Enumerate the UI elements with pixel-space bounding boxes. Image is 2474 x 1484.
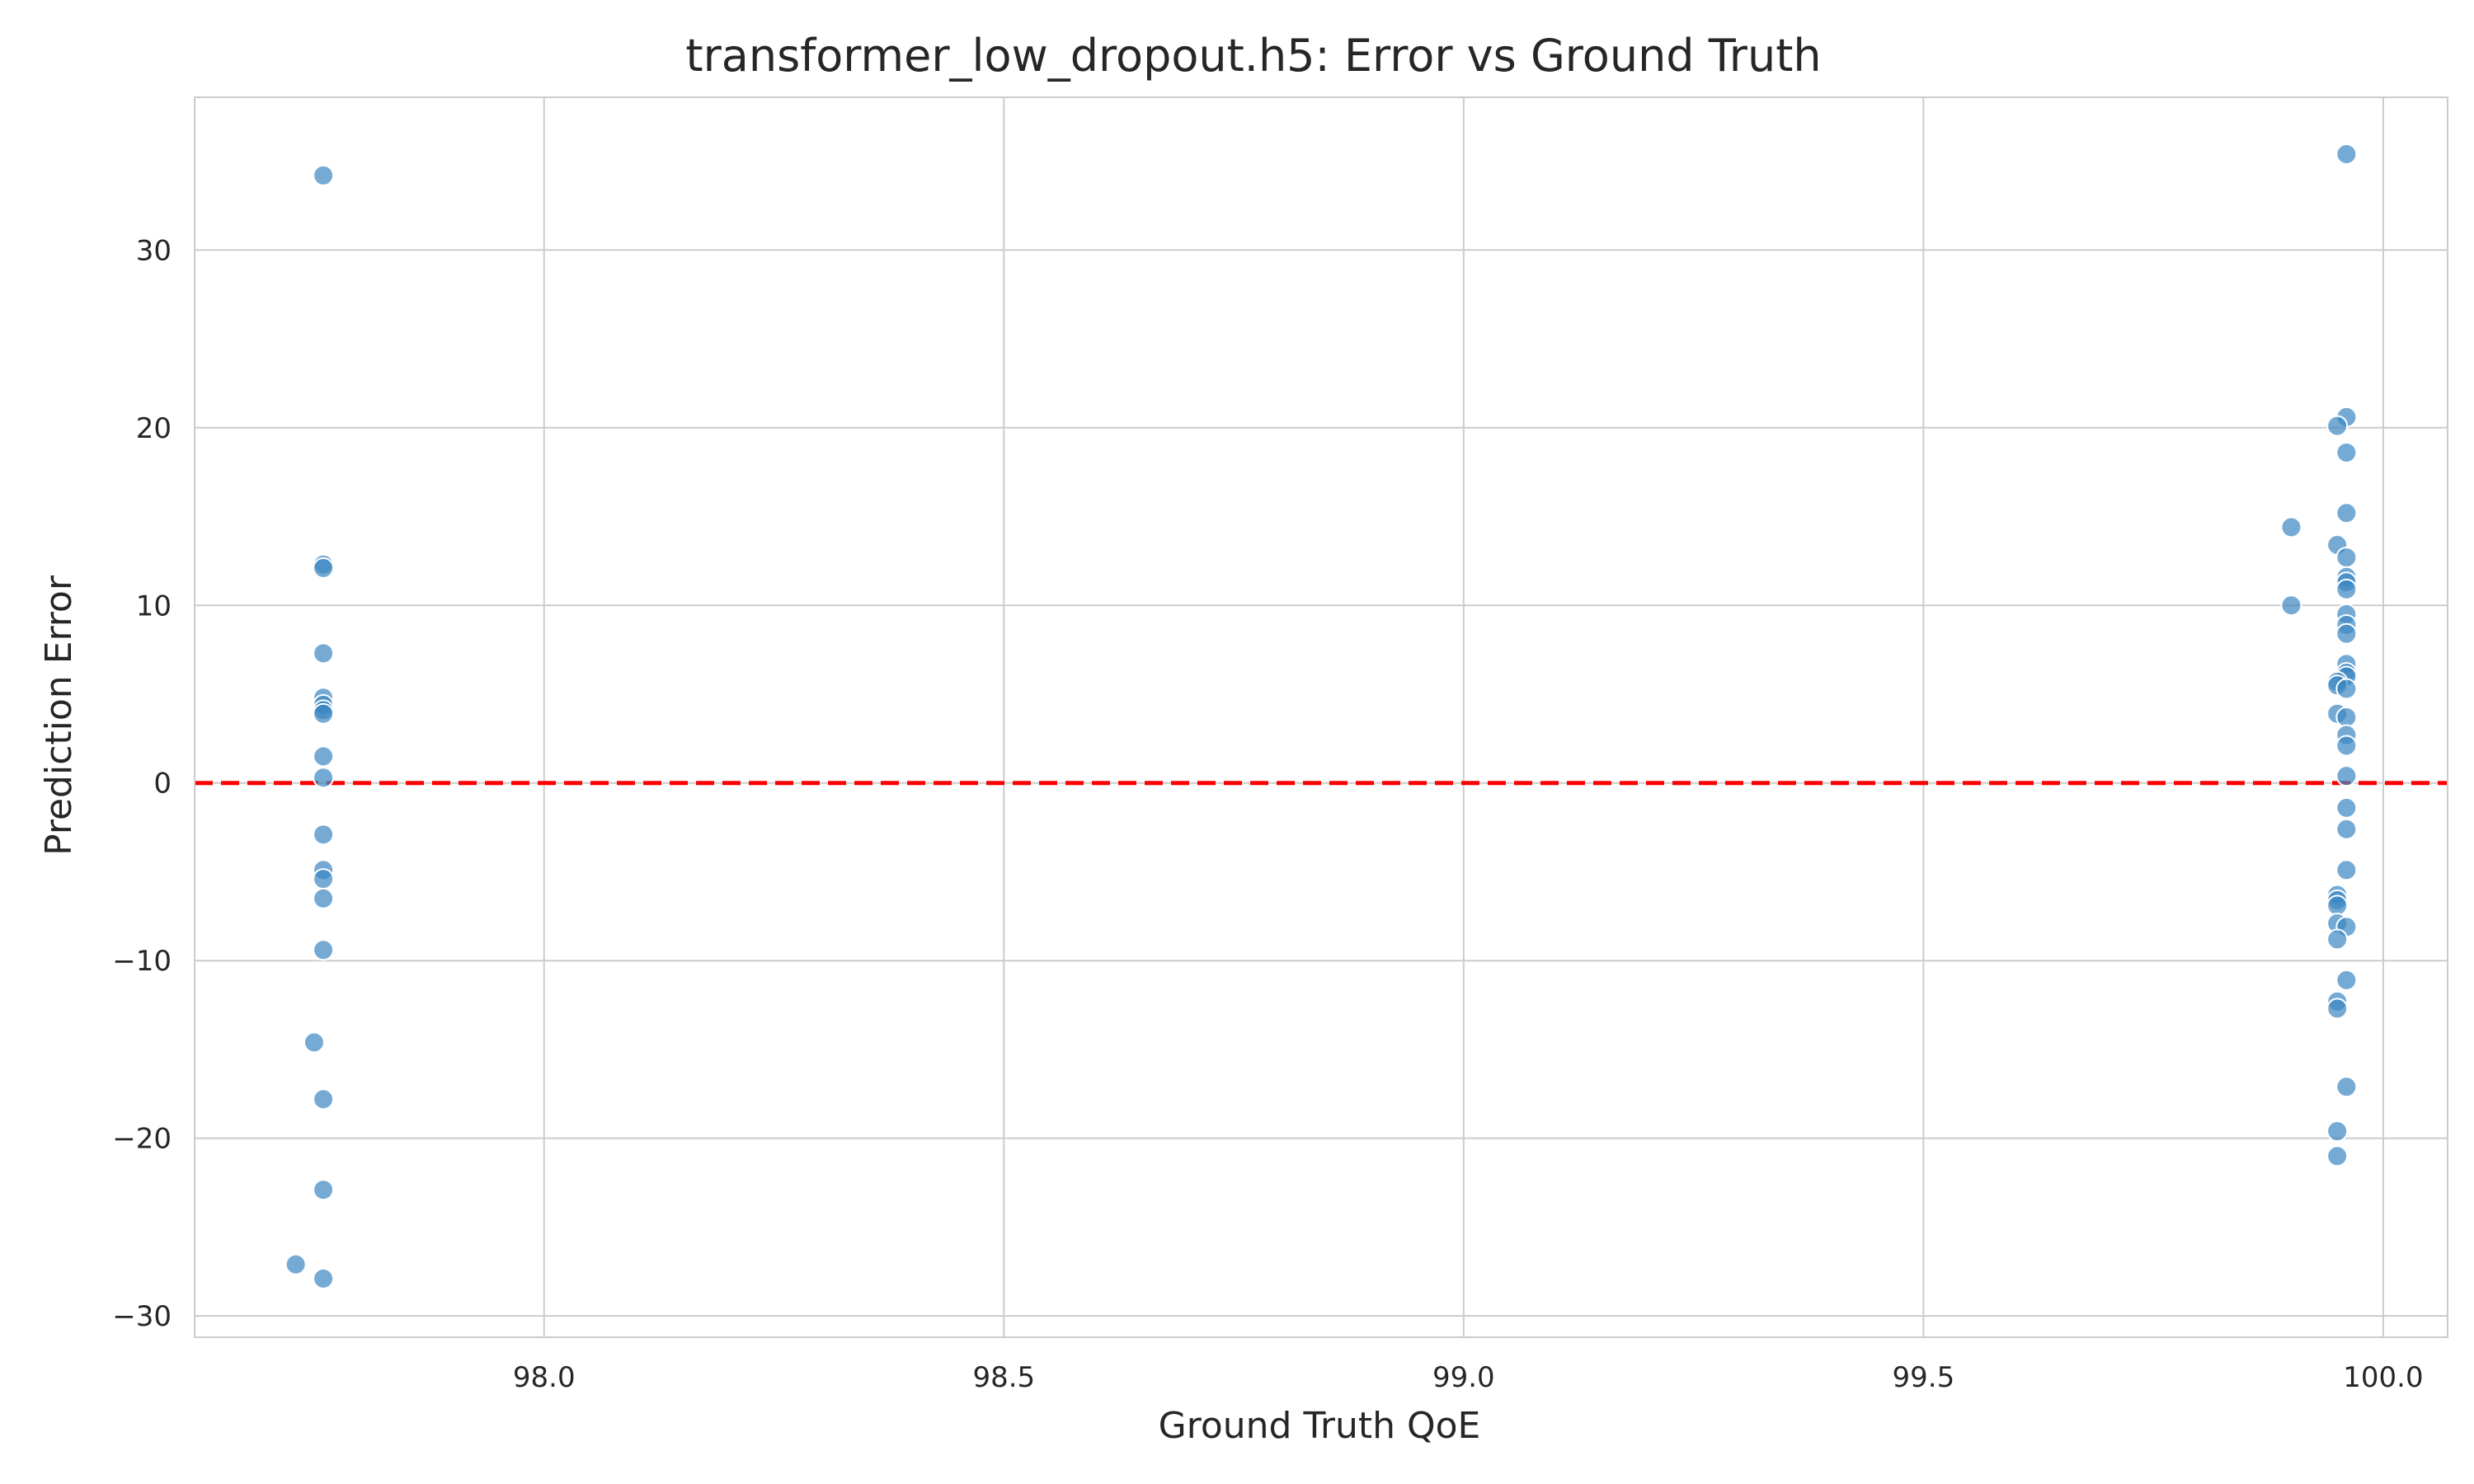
data-point <box>2335 818 2358 840</box>
data-point <box>2280 516 2302 538</box>
data-point <box>2335 796 2358 819</box>
x-tick-label: 100.0 <box>2343 1361 2423 1394</box>
data-point <box>2335 502 2358 524</box>
data-point <box>313 939 335 961</box>
data-point <box>2326 1120 2349 1143</box>
data-point <box>2335 859 2358 881</box>
data-point <box>2326 415 2349 437</box>
tick-labels: 98.0 98.5 99.0 99.5 100.0 −30 −20 −10 0 10 20 30 <box>112 234 2423 1394</box>
data-point <box>313 767 335 789</box>
y-tick-label: −10 <box>112 945 172 978</box>
data-point <box>2335 1076 2358 1098</box>
data-point <box>285 1253 307 1275</box>
data-point <box>313 1088 335 1111</box>
y-tick-label: 20 <box>136 412 172 445</box>
data-point <box>313 745 335 768</box>
data-point <box>2335 578 2358 600</box>
data-point <box>2326 928 2349 951</box>
data-point <box>2335 622 2358 645</box>
x-tick-label: 98.5 <box>972 1361 1035 1394</box>
data-points <box>285 143 2358 1289</box>
grid-lines <box>195 97 2448 1337</box>
y-tick-label: 10 <box>136 589 172 622</box>
data-point <box>313 1179 335 1201</box>
data-point <box>313 1267 335 1289</box>
data-point <box>313 887 335 909</box>
x-tick-label: 98.0 <box>513 1361 576 1394</box>
data-point <box>2280 594 2302 617</box>
data-point <box>313 164 335 186</box>
y-tick-label: 30 <box>136 234 172 267</box>
data-point <box>2326 895 2349 917</box>
data-point <box>313 642 335 665</box>
chart-title: transformer_low_dropout.h5: Error vs Gro… <box>685 30 1821 82</box>
data-point <box>313 702 335 725</box>
y-tick-label: −30 <box>112 1300 172 1333</box>
data-point <box>2335 735 2358 757</box>
data-point <box>2335 707 2358 728</box>
data-point <box>313 557 335 580</box>
x-axis-label: Ground Truth QoE <box>1159 1405 1481 1447</box>
data-point <box>2335 969 2358 991</box>
data-point <box>2335 143 2358 165</box>
data-point <box>2326 1145 2349 1167</box>
data-point <box>2335 765 2358 787</box>
y-axis-label: Prediction Error <box>38 575 80 856</box>
data-point <box>2326 998 2349 1020</box>
x-tick-label: 99.5 <box>1893 1361 1955 1394</box>
x-tick-label: 99.0 <box>1432 1361 1495 1394</box>
data-point <box>2335 547 2358 569</box>
data-point <box>303 1031 325 1054</box>
y-tick-label: 0 <box>153 768 172 801</box>
data-point <box>2335 441 2358 463</box>
data-point <box>313 868 335 890</box>
data-point <box>2335 678 2358 700</box>
plot-frame <box>194 96 2448 1338</box>
y-tick-label: −20 <box>112 1123 172 1156</box>
data-point <box>313 824 335 846</box>
